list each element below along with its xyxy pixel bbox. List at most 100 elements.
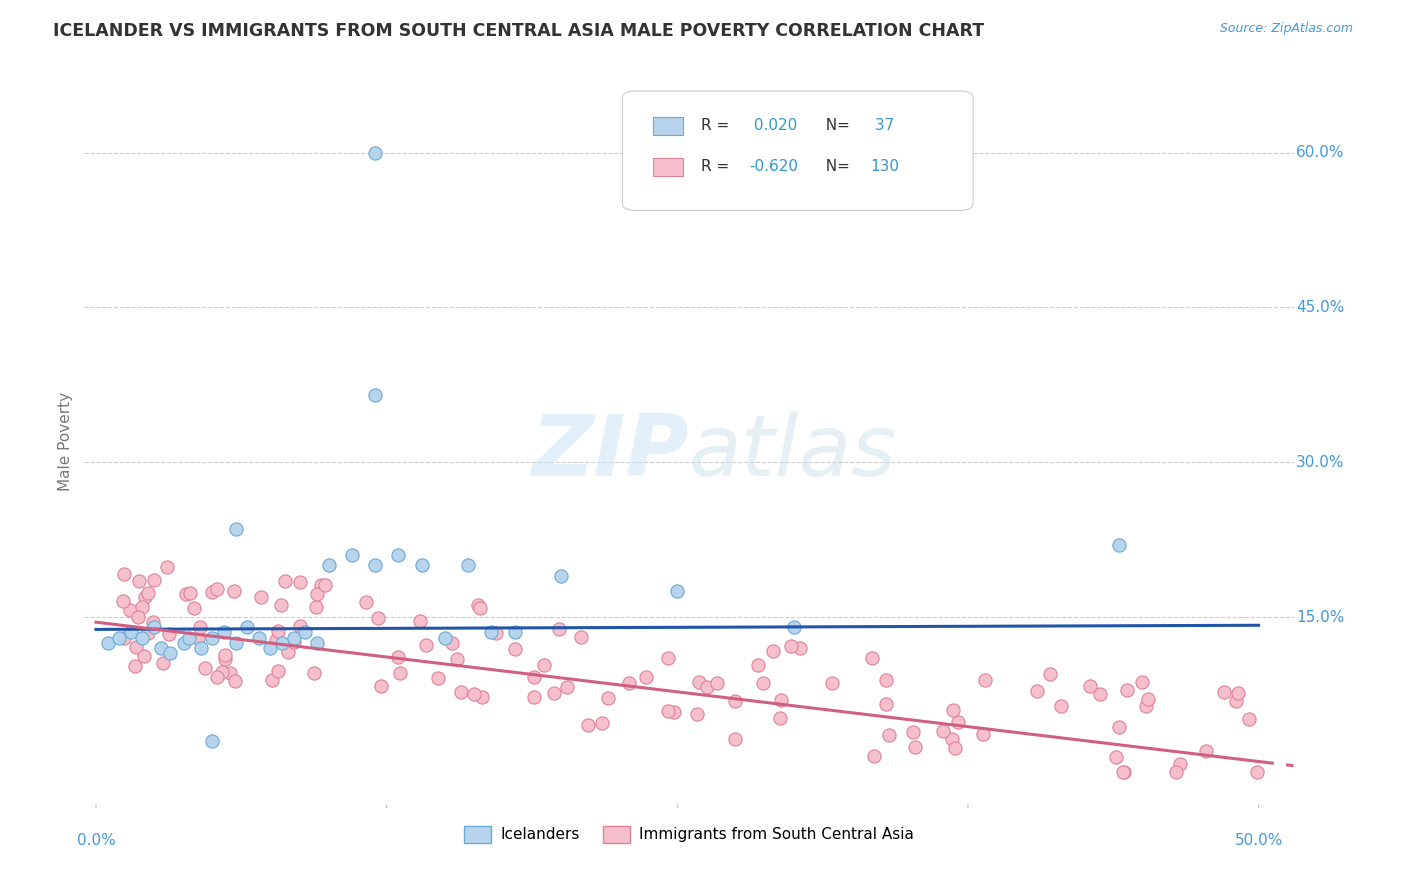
- Point: [636, 670, 658, 684]
- Point: [134, 591, 156, 605]
- Point: [706, 675, 728, 690]
- Point: [543, 686, 565, 700]
- Point: [1112, 764, 1135, 779]
- Point: [752, 675, 775, 690]
- Point: [283, 635, 305, 649]
- Point: [1090, 687, 1112, 701]
- Point: [250, 590, 273, 604]
- Point: [780, 639, 803, 653]
- Point: [264, 632, 287, 647]
- Point: [666, 584, 689, 599]
- Text: -0.620: -0.620: [749, 160, 799, 175]
- Point: [1039, 666, 1062, 681]
- Point: [875, 673, 897, 687]
- Point: [1130, 674, 1153, 689]
- Point: [1135, 698, 1157, 713]
- Point: [150, 640, 173, 655]
- Point: [187, 632, 209, 646]
- Point: [214, 652, 236, 666]
- Point: [468, 601, 491, 615]
- Point: [941, 732, 963, 747]
- Point: [1168, 756, 1191, 771]
- Point: [411, 558, 433, 573]
- Point: [294, 625, 316, 640]
- Point: [932, 724, 955, 739]
- Point: [596, 690, 619, 705]
- Point: [225, 636, 247, 650]
- Point: [305, 599, 328, 614]
- Point: [471, 690, 494, 704]
- Point: [136, 626, 159, 640]
- Point: [550, 568, 572, 582]
- Point: [789, 641, 811, 656]
- Point: [222, 583, 245, 598]
- Point: [274, 574, 297, 588]
- Point: [387, 548, 409, 562]
- Point: [259, 640, 281, 655]
- Point: [1104, 749, 1126, 764]
- Point: [388, 666, 411, 681]
- Point: [174, 587, 197, 601]
- Point: [364, 558, 387, 573]
- Point: [219, 665, 242, 680]
- Point: [112, 567, 135, 582]
- Point: [131, 631, 153, 645]
- Point: [260, 673, 283, 687]
- Text: R =: R =: [702, 119, 734, 133]
- Point: [225, 522, 247, 536]
- Point: [1115, 683, 1137, 698]
- Point: [657, 650, 679, 665]
- Point: [211, 665, 233, 679]
- Point: [948, 714, 970, 729]
- Point: [446, 652, 468, 666]
- Point: [440, 635, 463, 649]
- Point: [724, 694, 747, 708]
- Point: [662, 705, 685, 719]
- Text: 130: 130: [870, 160, 900, 175]
- Point: [769, 693, 792, 707]
- FancyBboxPatch shape: [623, 91, 973, 211]
- Point: [143, 620, 166, 634]
- Point: [879, 728, 901, 742]
- Point: [1195, 744, 1218, 758]
- Point: [943, 741, 966, 756]
- Point: [768, 711, 790, 725]
- Text: 30.0%: 30.0%: [1296, 455, 1344, 470]
- Point: [1227, 686, 1250, 700]
- Point: [1225, 694, 1247, 708]
- Point: [201, 585, 224, 599]
- Text: atlas: atlas: [689, 411, 897, 494]
- Point: [1108, 538, 1130, 552]
- Point: [305, 587, 328, 601]
- Point: [283, 631, 305, 645]
- Point: [364, 145, 387, 160]
- Point: [1237, 712, 1260, 726]
- Point: [904, 739, 927, 754]
- Point: [860, 650, 883, 665]
- Point: [974, 673, 997, 688]
- Point: [194, 661, 217, 675]
- Text: 37: 37: [870, 119, 894, 133]
- Point: [762, 644, 785, 658]
- Point: [364, 388, 387, 402]
- Point: [271, 636, 294, 650]
- Point: [409, 614, 432, 628]
- Point: [457, 558, 479, 573]
- Text: N=: N=: [815, 119, 855, 133]
- Point: [523, 670, 546, 684]
- Point: [942, 703, 965, 717]
- Point: [201, 734, 224, 748]
- Point: [173, 636, 195, 650]
- Point: [1212, 685, 1234, 699]
- Point: [128, 574, 150, 589]
- Point: [747, 657, 769, 672]
- Text: 45.0%: 45.0%: [1296, 300, 1344, 315]
- Point: [127, 610, 149, 624]
- Point: [288, 618, 311, 632]
- Point: [467, 598, 489, 612]
- Point: [1164, 764, 1187, 779]
- Point: [314, 578, 336, 592]
- Point: [305, 636, 328, 650]
- Point: [212, 625, 235, 640]
- Text: ICELANDER VS IMMIGRANTS FROM SOUTH CENTRAL ASIA MALE POVERTY CORRELATION CHART: ICELANDER VS IMMIGRANTS FROM SOUTH CENTR…: [53, 22, 984, 40]
